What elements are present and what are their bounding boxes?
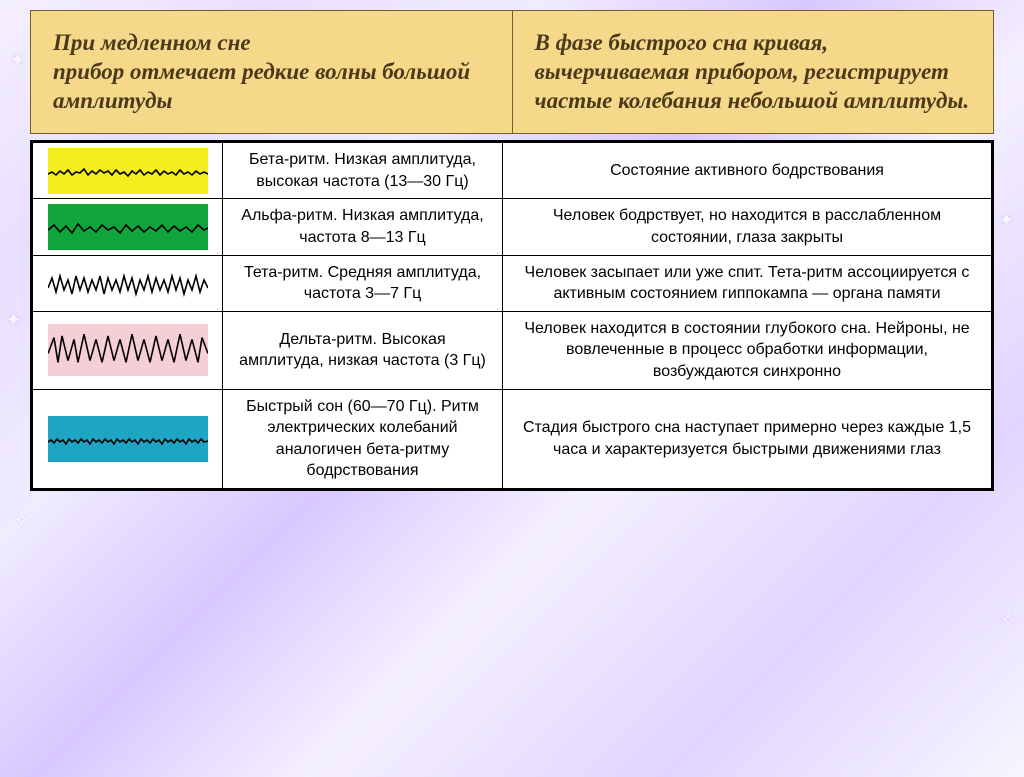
eeg-table: Бета-ритм. Низкая амплитуда, высокая час…: [30, 140, 994, 491]
rhythm-description: Тета-ритм. Средняя амплитуда, частота 3—…: [223, 255, 503, 311]
state-description: Человек засыпает или уже спит. Тета-ритм…: [503, 255, 992, 311]
eeg-row: Тета-ритм. Средняя амплитуда, частота 3—…: [33, 255, 992, 311]
eeg-row: Дельта-ритм. Высокая амплитуда, низкая ч…: [33, 311, 992, 389]
waveform-box: [48, 204, 208, 250]
header-grid: При медленном снеприбор отмечает редкие …: [30, 10, 994, 134]
rhythm-description: Дельта-ритм. Высокая амплитуда, низкая ч…: [223, 311, 503, 389]
waveform-cell: [33, 199, 223, 255]
state-description: Человек бодрствует, но находится в рассл…: [503, 199, 992, 255]
slow-sleep-cell: При медленном снеприбор отмечает редкие …: [30, 10, 512, 134]
waveform-cell: [33, 311, 223, 389]
state-description: Человек находится в состоянии глубокого …: [503, 311, 992, 389]
rem-sleep-cell: В фазе быстрого сна кривая, вычерчиваема…: [512, 10, 995, 134]
state-description: Стадия быстрого сна наступает примерно ч…: [503, 389, 992, 488]
slow-sleep-text: При медленном снеприбор отмечает редкие …: [53, 30, 470, 113]
waveform-cell: [33, 389, 223, 488]
rhythm-description: Быстрый сон (60—70 Гц). Ритм электрическ…: [223, 389, 503, 488]
eeg-row: Альфа-ритм. Низкая амплитуда, частота 8—…: [33, 199, 992, 255]
waveform-box: [48, 324, 208, 376]
eeg-row: Бета-ритм. Низкая амплитуда, высокая час…: [33, 143, 992, 199]
state-description: Состояние активного бодрствования: [503, 143, 992, 199]
waveform-box: [48, 148, 208, 194]
waveform-cell: [33, 255, 223, 311]
rhythm-description: Бета-ритм. Низкая амплитуда, высокая час…: [223, 143, 503, 199]
waveform-cell: [33, 143, 223, 199]
eeg-row: Быстрый сон (60—70 Гц). Ритм электрическ…: [33, 389, 992, 488]
rhythm-description: Альфа-ритм. Низкая амплитуда, частота 8—…: [223, 199, 503, 255]
waveform-box: [48, 260, 208, 306]
waveform-box: [48, 416, 208, 462]
rem-sleep-text: В фазе быстрого сна кривая, вычерчиваема…: [535, 30, 970, 113]
